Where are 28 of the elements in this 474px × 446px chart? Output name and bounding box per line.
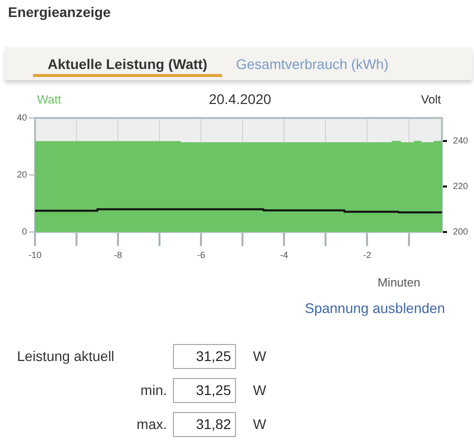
y-axis-title: Watt	[37, 92, 62, 106]
text: Spannung ausblenden	[304, 299, 445, 317]
y-tick-label: 0	[22, 226, 27, 236]
text: W	[253, 347, 266, 365]
y-tick-label: 20	[16, 169, 27, 180]
tab: Aktuelle Leistung (Watt)	[33, 54, 222, 77]
text: max.	[136, 415, 167, 433]
text: W	[253, 381, 266, 399]
y2-tick-label: 200	[453, 226, 468, 236]
y-tick-label: 40	[16, 112, 27, 122]
x-tick-label: -10	[28, 250, 42, 260]
x-tick-label: -6	[197, 250, 206, 260]
text: Leistung aktuell	[17, 347, 114, 365]
text-field: 31,82	[173, 412, 236, 437]
x-axis-title: Minuten	[378, 275, 420, 290]
x-tick-label: -8	[114, 250, 122, 260]
text: W	[253, 415, 266, 433]
x-tick-label: -4	[280, 250, 288, 260]
x-tick-label: -2	[363, 250, 372, 260]
text-field: 31,25	[173, 344, 236, 369]
text: Gesamtverbrauch (kWh)	[236, 55, 388, 74]
y2-axis-title: Volt	[420, 92, 442, 106]
text-field: 31,25	[173, 378, 236, 403]
y2-tick-label: 240	[453, 135, 468, 146]
chart-subtitle: 20.4.2020	[208, 90, 272, 107]
chart-title: Energieanzeige	[8, 4, 111, 20]
y2-tick-label: 220	[453, 180, 468, 191]
text: min.	[140, 381, 167, 399]
